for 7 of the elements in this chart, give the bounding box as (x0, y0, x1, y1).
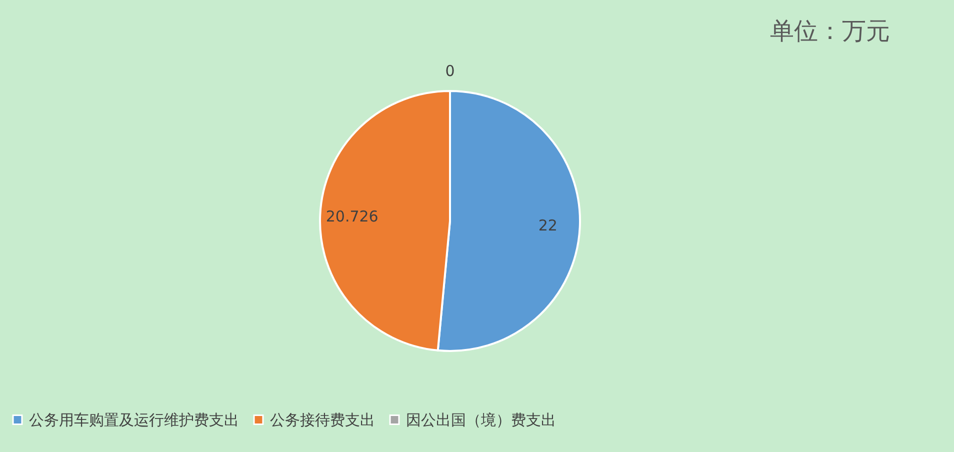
text: 单位：万元 (770, 17, 890, 45)
data-label: 22 (538, 216, 558, 235)
text: 0 (445, 62, 455, 80)
legend-label: 公务用车购置及运行维护费支出 (29, 410, 239, 429)
data-label: 20.726 (326, 207, 378, 226)
legend-label: 因公出国（境）费支出 (406, 410, 556, 429)
legend-label: 公务接待费支出 (270, 410, 375, 429)
